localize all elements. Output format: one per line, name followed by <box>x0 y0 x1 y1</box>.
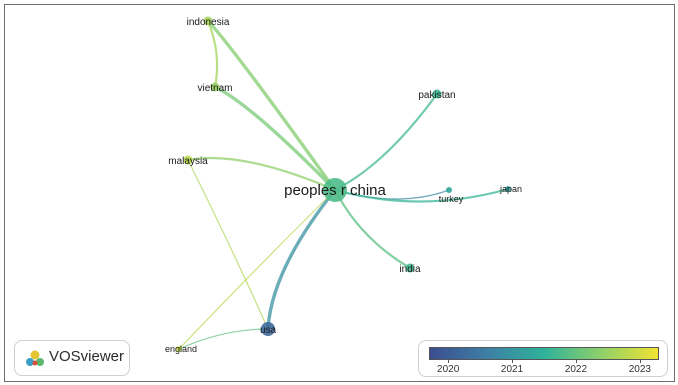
year-color-scale: 2020 2021 2022 2023 <box>418 340 668 377</box>
node-label-vietnam[interactable]: vietnam <box>197 83 232 94</box>
link-china-england <box>178 189 336 350</box>
node-label-india[interactable]: india <box>399 264 421 275</box>
labels-layer: peoples r china indonesia vietnam malaysia p… <box>165 17 522 354</box>
scale-tick-2023 <box>639 360 641 363</box>
color-gradient-bar <box>429 347 659 360</box>
link-china-usa <box>266 188 337 331</box>
link-indonesia-vietnam <box>206 19 219 89</box>
node-malaysia[interactable] <box>183 155 193 165</box>
node-england[interactable] <box>176 346 182 352</box>
link-china-vietnam <box>213 85 337 192</box>
node-india[interactable] <box>405 263 415 273</box>
node-china[interactable] <box>323 178 347 202</box>
node-label-malaysia[interactable]: malaysia <box>168 156 208 167</box>
network-graph[interactable]: peoples r china indonesia vietnam malaysia p… <box>5 5 674 381</box>
links-layer <box>178 19 510 350</box>
node-pakistan[interactable] <box>432 89 442 99</box>
node-label-turkey[interactable]: turkey <box>439 194 464 204</box>
link-china-japan <box>333 187 510 203</box>
link-malaysia-usa <box>187 159 269 330</box>
network-canvas[interactable]: peoples r china indonesia vietnam malaysia p… <box>4 4 675 382</box>
scale-tick-2020 <box>448 360 450 363</box>
node-label-england[interactable]: england <box>165 344 197 354</box>
scale-tick-label-2020: 2020 <box>437 364 460 375</box>
vosviewer-logo-icon <box>26 350 44 366</box>
node-usa[interactable] <box>261 322 275 336</box>
vosviewer-brand: VOSviewer <box>14 340 130 376</box>
scale-tick-2021 <box>512 360 514 363</box>
node-japan[interactable] <box>505 186 511 192</box>
node-turkey[interactable] <box>446 187 452 193</box>
node-label-china[interactable]: peoples r china <box>284 182 386 199</box>
link-usa-england <box>178 328 269 350</box>
link-china-pakistan <box>333 92 439 192</box>
node-label-indonesia[interactable]: indonesia <box>187 17 230 28</box>
scale-tick-label-2022: 2022 <box>564 364 588 375</box>
scale-tick-label-2023: 2023 <box>628 364 651 375</box>
node-label-japan[interactable]: japan <box>499 184 522 194</box>
node-label-pakistan[interactable]: pakistan <box>418 90 455 101</box>
scale-tick-label-2021: 2021 <box>500 364 524 375</box>
link-china-indonesia <box>206 19 337 192</box>
scale-tick-2022 <box>575 360 577 363</box>
nodes-layer <box>176 16 511 352</box>
node-vietnam[interactable] <box>210 82 220 92</box>
brand-name: VOSviewer <box>49 348 125 365</box>
link-china-malaysia <box>186 156 337 192</box>
scale-ticks: 2020 2021 2022 2023 <box>429 360 659 376</box>
node-indonesia[interactable] <box>203 16 213 26</box>
node-label-usa[interactable]: usa <box>260 325 277 336</box>
